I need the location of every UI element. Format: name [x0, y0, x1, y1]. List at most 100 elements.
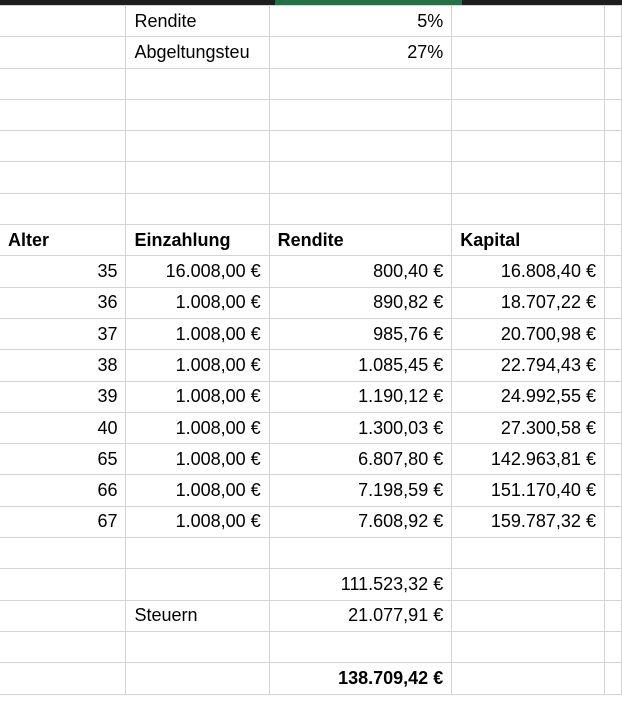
einzahlung-cell[interactable]: 1.008,00 €: [125, 317, 270, 351]
cell[interactable]: [0, 4, 127, 38]
cell[interactable]: [0, 36, 127, 69]
cell[interactable]: [451, 662, 605, 695]
cell[interactable]: [125, 161, 270, 194]
cell[interactable]: [603, 36, 622, 69]
einzahlung-cell[interactable]: 1.008,00 €: [125, 349, 270, 382]
net-total[interactable]: 138.709,42 €: [268, 662, 453, 695]
cell[interactable]: [451, 161, 605, 194]
cell[interactable]: [603, 67, 622, 100]
param-value[interactable]: 5%: [268, 4, 453, 38]
cell[interactable]: [268, 630, 453, 664]
alter-cell[interactable]: 38: [0, 349, 127, 382]
steuern-value[interactable]: 21.077,91 €: [268, 599, 453, 632]
cell[interactable]: [0, 568, 127, 601]
einzahlung-cell[interactable]: 1.008,00 €: [125, 411, 270, 445]
cell[interactable]: [603, 192, 622, 226]
header-rendite[interactable]: Rendite: [268, 224, 453, 257]
cell[interactable]: [125, 67, 270, 100]
cell[interactable]: [451, 130, 605, 163]
alter-cell[interactable]: 35: [0, 255, 127, 288]
cell[interactable]: [603, 568, 622, 601]
cell[interactable]: [125, 630, 270, 664]
cell[interactable]: [451, 67, 605, 100]
cell[interactable]: [125, 192, 270, 226]
rendite-cell[interactable]: 1.190,12 €: [268, 380, 453, 413]
cell[interactable]: [0, 67, 127, 100]
cell[interactable]: [0, 630, 127, 664]
cell[interactable]: [451, 4, 605, 38]
einzahlung-cell[interactable]: 1.008,00 €: [125, 505, 270, 539]
cell[interactable]: [603, 224, 622, 257]
alter-cell[interactable]: 67: [0, 505, 127, 539]
cell[interactable]: [451, 599, 605, 632]
cell[interactable]: [0, 161, 127, 194]
kapital-cell[interactable]: 142.963,81 €: [451, 443, 605, 476]
cell[interactable]: [268, 537, 453, 570]
steuern-label[interactable]: Steuern: [125, 599, 270, 632]
cell[interactable]: [603, 317, 622, 351]
cell[interactable]: [0, 192, 127, 226]
rendite-cell[interactable]: 800,40 €: [268, 255, 453, 288]
rendite-cell[interactable]: 1.085,45 €: [268, 349, 453, 382]
alter-cell[interactable]: 40: [0, 411, 127, 445]
rendite-cell[interactable]: 890,82 €: [268, 286, 453, 319]
kapital-cell[interactable]: 27.300,58 €: [451, 411, 605, 445]
cell[interactable]: [603, 630, 622, 664]
kapital-cell[interactable]: 151.170,40 €: [451, 474, 605, 507]
cell[interactable]: [451, 192, 605, 226]
param-label[interactable]: Rendite: [125, 4, 270, 38]
kapital-cell[interactable]: 24.992,55 €: [451, 380, 605, 413]
cell[interactable]: [603, 505, 622, 539]
cell[interactable]: [603, 4, 622, 38]
kapital-cell[interactable]: 16.808,40 €: [451, 255, 605, 288]
alter-cell[interactable]: 39: [0, 380, 127, 413]
cell[interactable]: [268, 98, 453, 132]
cell[interactable]: [603, 255, 622, 288]
alter-cell[interactable]: 36: [0, 286, 127, 319]
param-value[interactable]: 27%: [268, 36, 453, 69]
cell[interactable]: [0, 662, 127, 695]
cell[interactable]: [0, 599, 127, 632]
cell[interactable]: [125, 662, 270, 695]
cell[interactable]: [451, 630, 605, 664]
cell[interactable]: [0, 130, 127, 163]
alter-cell[interactable]: 65: [0, 443, 127, 476]
alter-cell[interactable]: 66: [0, 474, 127, 507]
cell[interactable]: [451, 98, 605, 132]
cell[interactable]: [603, 599, 622, 632]
cell[interactable]: [603, 537, 622, 570]
einzahlung-cell[interactable]: 1.008,00 €: [125, 443, 270, 476]
cell[interactable]: [125, 568, 270, 601]
cell[interactable]: [0, 537, 127, 570]
kapital-cell[interactable]: 22.794,43 €: [451, 349, 605, 382]
rendite-cell[interactable]: 1.300,03 €: [268, 411, 453, 445]
cell[interactable]: [603, 130, 622, 163]
cell[interactable]: [125, 537, 270, 570]
kapital-cell[interactable]: 18.707,22 €: [451, 286, 605, 319]
cell[interactable]: [603, 411, 622, 445]
cell[interactable]: [451, 568, 605, 601]
cell[interactable]: [125, 98, 270, 132]
cell[interactable]: [268, 130, 453, 163]
kapital-cell[interactable]: 20.700,98 €: [451, 317, 605, 351]
cell[interactable]: [125, 130, 270, 163]
cell[interactable]: [0, 98, 127, 132]
einzahlung-cell[interactable]: 1.008,00 €: [125, 286, 270, 319]
cell[interactable]: [603, 286, 622, 319]
cell[interactable]: [603, 349, 622, 382]
header-einzahlung[interactable]: Einzahlung: [125, 224, 270, 257]
cell[interactable]: [603, 98, 622, 132]
kapital-cell[interactable]: 159.787,32 €: [451, 505, 605, 539]
rendite-cell[interactable]: 985,76 €: [268, 317, 453, 351]
einzahlung-cell[interactable]: 16.008,00 €: [125, 255, 270, 288]
rendite-cell[interactable]: 7.608,92 €: [268, 505, 453, 539]
cell[interactable]: [603, 662, 622, 695]
header-alter[interactable]: Alter: [0, 224, 127, 257]
cell[interactable]: [451, 36, 605, 69]
rendite-cell[interactable]: 7.198,59 €: [268, 474, 453, 507]
cell[interactable]: [268, 67, 453, 100]
cell[interactable]: [603, 380, 622, 413]
rendite-cell[interactable]: 6.807,80 €: [268, 443, 453, 476]
cell[interactable]: [603, 161, 622, 194]
param-label[interactable]: Abgeltungsteu: [125, 36, 270, 69]
